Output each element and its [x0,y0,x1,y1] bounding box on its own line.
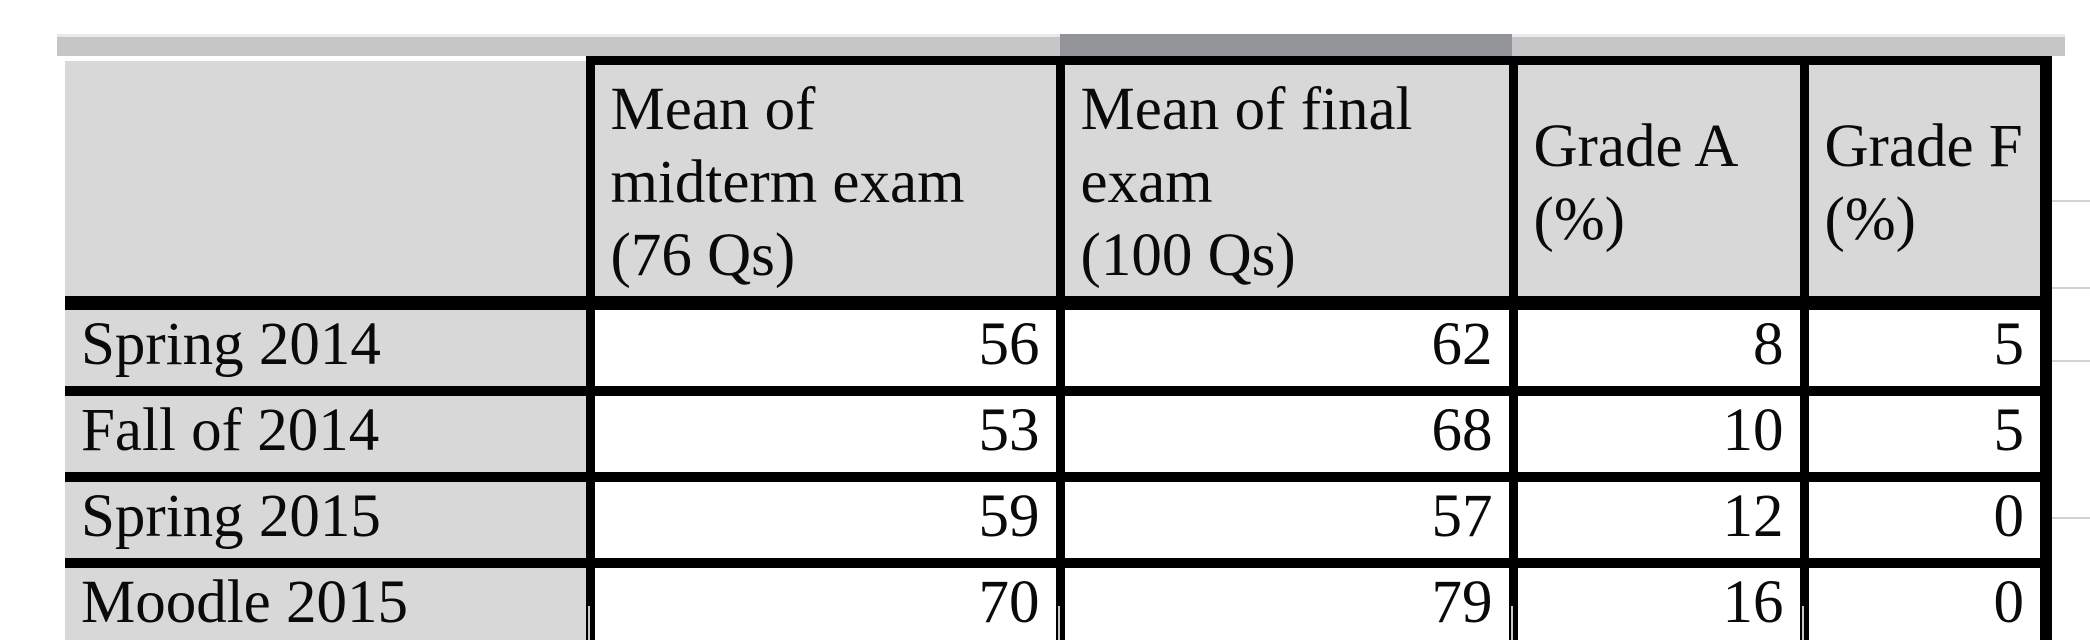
sheet-gridline-horizontal [2052,517,2090,519]
sheet-gridline-horizontal [2052,200,2090,202]
data-cell[interactable]: 59 [585,472,1065,568]
data-cell[interactable]: 57 [1055,472,1518,568]
table-row: Spring 2014 56 62 8 5 [65,298,2052,396]
data-cell[interactable]: 68 [1055,386,1518,482]
partial-sheet-row-strip [57,34,2065,56]
data-cell[interactable]: 12 [1508,472,1809,568]
sheet-gridline-horizontal [2052,360,2090,362]
header-row: Mean of midterm exam (76 Qs) Mean of fin… [65,56,2052,310]
data-cell[interactable]: 5 [1799,386,2052,482]
row-header-cell[interactable]: Fall of 2014 [65,386,595,482]
column-header-grade-a[interactable]: Grade A (%) [1508,56,1809,310]
data-cell[interactable]: 0 [1799,558,2052,640]
column-header-midterm[interactable]: Mean of midterm exam (76 Qs) [585,56,1065,310]
data-cell[interactable]: 53 [585,386,1065,482]
sheet-gridline-vertical [1058,606,1060,640]
exam-results-table: Mean of midterm exam (76 Qs) Mean of fin… [65,56,2052,640]
selected-column-strip-highlight [1060,34,1512,56]
data-cell[interactable]: 0 [1799,472,2052,568]
data-cell[interactable]: 10 [1508,386,1809,482]
column-header-grade-f[interactable]: Grade F (%) [1799,56,2052,310]
sheet-gridline-vertical [1802,606,1804,640]
table-row: Spring 2015 59 57 12 0 [65,472,2052,568]
sheet-gridline-horizontal [2052,287,2090,289]
row-header-cell[interactable]: Spring 2015 [65,472,595,568]
data-cell[interactable]: 79 [1055,558,1518,640]
data-cell[interactable]: 56 [585,298,1065,396]
corner-cell[interactable] [65,60,595,310]
data-cell[interactable]: 8 [1508,298,1809,396]
column-header-final[interactable]: Mean of final exam (100 Qs) [1055,56,1518,310]
sheet-gridline-vertical [1511,606,1513,640]
data-cell[interactable]: 70 [585,558,1065,640]
row-header-cell[interactable]: Spring 2014 [65,298,595,396]
data-cell[interactable]: 5 [1799,298,2052,396]
data-cell[interactable]: 62 [1055,298,1518,396]
table-row: Moodle 2015 70 79 16 0 [65,558,2052,640]
sheet-gridline-vertical [588,606,590,640]
data-cell[interactable]: 16 [1508,558,1809,640]
row-header-cell[interactable]: Moodle 2015 [65,558,595,640]
table-row: Fall of 2014 53 68 10 5 [65,386,2052,482]
